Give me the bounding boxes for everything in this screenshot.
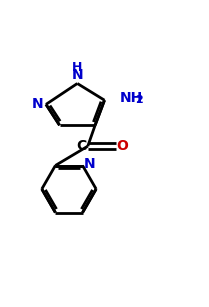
- Text: NH: NH: [120, 91, 143, 105]
- Text: N: N: [71, 68, 83, 83]
- Text: 2: 2: [135, 95, 143, 105]
- Text: N: N: [32, 97, 43, 111]
- Text: H: H: [72, 61, 83, 74]
- Text: C: C: [76, 139, 87, 153]
- Text: O: O: [116, 139, 128, 153]
- Text: N: N: [84, 157, 96, 171]
